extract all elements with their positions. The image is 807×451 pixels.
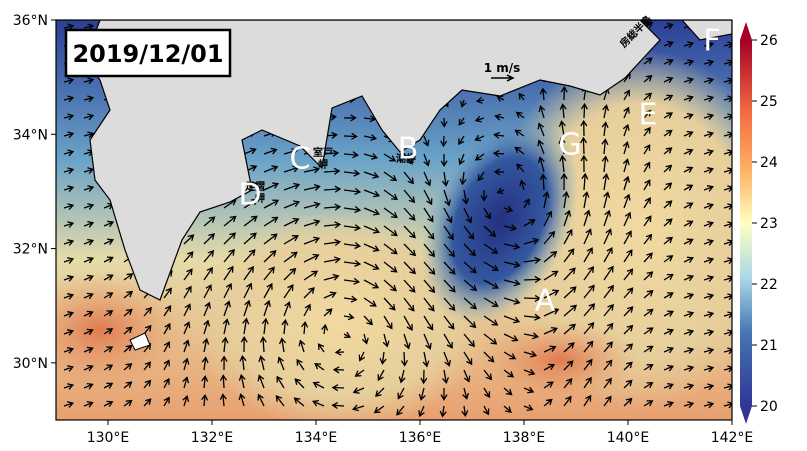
date-box: [64, 28, 232, 78]
place-name: 足摺: [245, 180, 265, 193]
colorbar-tick-label: 21: [760, 338, 778, 354]
x-tick-label: 140°E: [607, 430, 650, 446]
land: [84, 20, 661, 301]
x-tick-label: 132°E: [191, 430, 234, 446]
map-area: [56, 20, 732, 420]
place-name: 岬: [255, 192, 265, 205]
colorbar-tick-label: 25: [760, 94, 778, 110]
map-frame: [55, 19, 733, 421]
colorbar-extend: [740, 406, 752, 424]
date-label: 2019/12/01: [72, 40, 223, 68]
region-label: A: [535, 284, 556, 319]
region-label: B: [398, 132, 419, 167]
island: [129, 332, 151, 351]
region-label: D: [238, 178, 261, 213]
colorbar-tick-label: 22: [760, 277, 778, 293]
x-tick-label: 142°E: [711, 430, 754, 446]
colorbar-tick-label: 24: [760, 155, 778, 171]
colorbar: [740, 40, 752, 406]
warm-water: [56, 270, 190, 390]
y-tick-label: 30°N: [13, 356, 48, 372]
y-tick-label: 34°N: [13, 127, 48, 143]
region-label: G: [558, 128, 581, 163]
place-name: 岬: [318, 158, 328, 171]
colorbar-tick-label: 23: [760, 216, 778, 232]
scale-arrow: [491, 74, 515, 82]
region-label: C: [290, 142, 311, 177]
region-label: E: [639, 98, 658, 133]
place-name: 室戸: [313, 146, 333, 159]
y-tick-label: 36°N: [13, 13, 48, 29]
scale-label: 1 m/s: [484, 61, 521, 75]
x-tick-label: 134°E: [295, 430, 338, 446]
warm-eddy: [190, 210, 490, 420]
cold-eddy: [421, 116, 579, 324]
x-tick-label: 136°E: [399, 430, 442, 446]
colorbar-tick-label: 20: [760, 399, 778, 415]
warm-water: [480, 320, 640, 400]
region-label: F: [703, 24, 720, 59]
x-tick-label: 138°E: [503, 430, 546, 446]
x-tick-label: 130°E: [87, 430, 130, 446]
colorbar-tick-label: 26: [760, 33, 778, 49]
y-tick-label: 32°N: [13, 242, 48, 258]
place-name: 潮岬: [396, 152, 416, 165]
land: [681, 20, 732, 41]
colorbar-extend: [740, 22, 752, 40]
